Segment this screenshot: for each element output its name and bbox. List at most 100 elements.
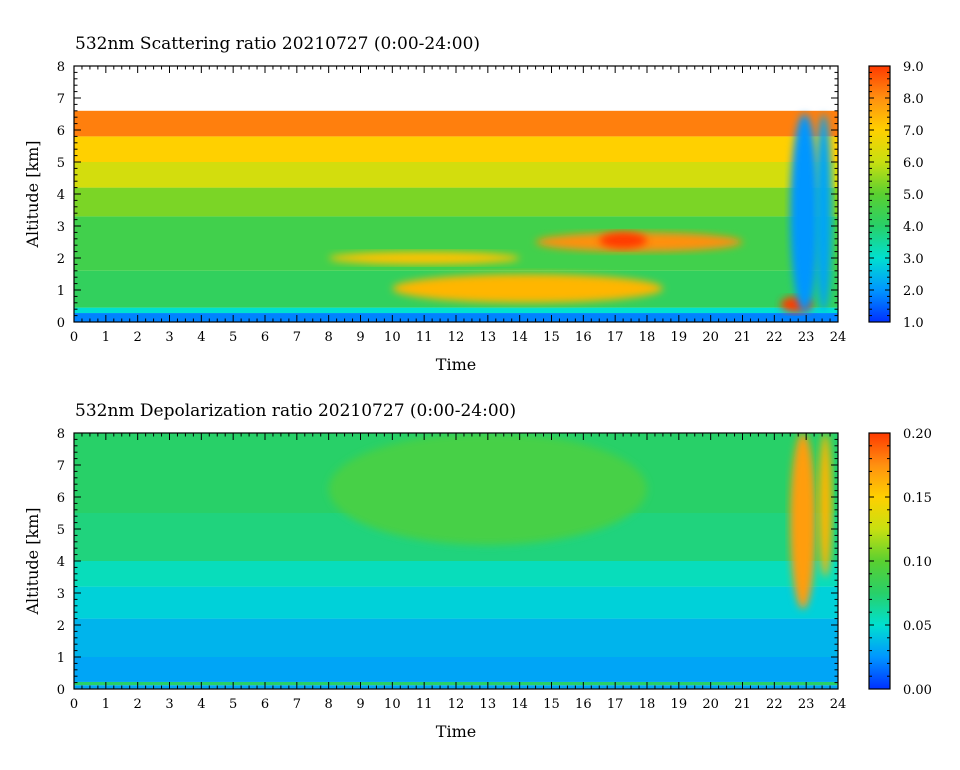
x-tick-label: 18 bbox=[639, 330, 656, 345]
y-tick-label: 3 bbox=[57, 220, 65, 235]
x-tick-label: 8 bbox=[325, 697, 333, 712]
x-tick-label: 19 bbox=[671, 330, 688, 345]
heatmap-feature bbox=[790, 433, 816, 609]
heatmap-feature bbox=[328, 433, 647, 545]
heatmap-layer bbox=[74, 187, 838, 217]
x-tick-label: 21 bbox=[734, 330, 751, 345]
colorbar-tick-label: 0.05 bbox=[903, 619, 932, 634]
heatmap-layer bbox=[74, 307, 838, 314]
heatmap-layer bbox=[74, 136, 838, 162]
x-tick-label: 11 bbox=[416, 697, 433, 712]
heatmap-feature bbox=[815, 114, 832, 313]
heatmap-plot bbox=[74, 66, 838, 322]
y-tick-label: 1 bbox=[57, 651, 65, 666]
colorbar-tick-label: 8.0 bbox=[903, 92, 924, 107]
colorbar: 0.00 0.05 0.10 0.15 0.20 bbox=[868, 427, 932, 698]
y-tick-label: 7 bbox=[57, 459, 65, 474]
colorbar-tick-label: 9.0 bbox=[903, 60, 924, 75]
x-tick-label: 3 bbox=[165, 330, 173, 345]
chart-title: 532nm Depolarization ratio 20210727 (0:0… bbox=[75, 401, 516, 421]
colorbar-tick-label: 2.0 bbox=[903, 284, 924, 299]
colorbar-tick-label: 3.0 bbox=[903, 252, 924, 267]
y-axis-label: Altitude [km] bbox=[23, 140, 42, 248]
x-tick-label: 20 bbox=[702, 330, 719, 345]
x-tick-label: 3 bbox=[165, 697, 173, 712]
x-tick-label: 16 bbox=[575, 330, 592, 345]
x-tick-label: 6 bbox=[261, 330, 269, 345]
x-tick-label: 14 bbox=[511, 697, 528, 712]
x-tick-label: 20 bbox=[702, 697, 719, 712]
y-tick-label: 2 bbox=[57, 619, 65, 634]
x-tick-label: 23 bbox=[798, 330, 815, 345]
x-tick-label: 10 bbox=[384, 330, 401, 345]
x-tick-label: 7 bbox=[293, 330, 301, 345]
x-tick-label: 17 bbox=[607, 330, 624, 345]
chart-title: 532nm Scattering ratio 20210727 (0:00-24… bbox=[75, 34, 480, 54]
heatmap-plot bbox=[74, 433, 838, 689]
x-tick-label: 0 bbox=[70, 697, 78, 712]
x-tick-label: 23 bbox=[798, 697, 815, 712]
x-tick-label: 22 bbox=[766, 330, 783, 345]
x-tick-label: 17 bbox=[607, 697, 624, 712]
colorbar-tick-label: 0.10 bbox=[903, 555, 932, 570]
y-tick-label: 6 bbox=[57, 491, 65, 506]
heatmap-feature bbox=[328, 251, 520, 265]
x-tick-label: 24 bbox=[830, 697, 847, 712]
y-tick-label: 0 bbox=[57, 683, 65, 698]
plot-axes: 0 1 2 3 4 5 6 7 8 9 10 11 12 13 14 15 16 17 18 19 20 21 22 23 24… bbox=[57, 427, 847, 712]
colorbar-tick-label: 0.20 bbox=[903, 427, 932, 442]
colorbar-tick-label: 6.0 bbox=[903, 156, 924, 171]
x-tick-label: 5 bbox=[229, 697, 237, 712]
y-tick-label: 8 bbox=[57, 427, 65, 442]
x-tick-label: 10 bbox=[384, 697, 401, 712]
colorbar-tick-label: 0.15 bbox=[903, 491, 932, 506]
x-tick-label: 1 bbox=[102, 697, 110, 712]
x-tick-label: 2 bbox=[134, 330, 142, 345]
y-tick-label: 4 bbox=[57, 555, 65, 570]
y-tick-label: 8 bbox=[57, 60, 65, 75]
panel-scattering: 532nm Scattering ratio 20210727 (0:00-24… bbox=[23, 34, 924, 374]
x-tick-label: 15 bbox=[543, 697, 560, 712]
x-tick-label: 4 bbox=[197, 697, 205, 712]
x-tick-label: 12 bbox=[448, 697, 465, 712]
x-tick-label: 15 bbox=[543, 330, 560, 345]
x-tick-label: 19 bbox=[671, 697, 688, 712]
x-tick-label: 24 bbox=[830, 330, 847, 345]
heatmap-layer bbox=[74, 162, 838, 188]
x-tick-label: 4 bbox=[197, 330, 205, 345]
colorbar-tick-label: 0.00 bbox=[903, 683, 932, 698]
heatmap-feature bbox=[392, 274, 663, 303]
heatmap-feature bbox=[818, 433, 832, 577]
colorbar-tick-label: 4.0 bbox=[903, 220, 924, 235]
colorbar-tick-label: 1.0 bbox=[903, 316, 924, 331]
y-tick-label: 3 bbox=[57, 587, 65, 602]
x-tick-label: 7 bbox=[293, 697, 301, 712]
heatmap-feature bbox=[599, 232, 647, 249]
y-tick-label: 0 bbox=[57, 316, 65, 331]
x-tick-label: 2 bbox=[134, 697, 142, 712]
heatmap-feature bbox=[790, 114, 819, 313]
x-tick-label: 14 bbox=[511, 330, 528, 345]
x-tick-label: 12 bbox=[448, 330, 465, 345]
x-tick-label: 21 bbox=[734, 697, 751, 712]
x-tick-label: 13 bbox=[480, 330, 497, 345]
colorbar-tick-label: 7.0 bbox=[903, 124, 924, 139]
y-tick-label: 4 bbox=[57, 188, 65, 203]
y-tick-label: 7 bbox=[57, 92, 65, 107]
x-tick-label: 13 bbox=[480, 697, 497, 712]
y-tick-label: 1 bbox=[57, 284, 65, 299]
x-axis-label: Time bbox=[436, 355, 476, 374]
x-tick-label: 5 bbox=[229, 330, 237, 345]
plot-axes: 0 1 2 3 4 5 6 7 8 9 10 11 12 13 14 15 16 17 18 19 20 21 22 23 24… bbox=[57, 60, 847, 345]
y-axis-label: Altitude [km] bbox=[23, 507, 42, 615]
y-tick-label: 5 bbox=[57, 523, 65, 538]
colorbar: 1.0 2.0 3.0 4.0 5.0 6.0 7.0 8.0 9.0 bbox=[868, 60, 924, 331]
x-tick-label: 16 bbox=[575, 697, 592, 712]
y-tick-label: 5 bbox=[57, 156, 65, 171]
heatmap-layer bbox=[74, 561, 838, 587]
colorbar-tick-label: 5.0 bbox=[903, 188, 924, 203]
y-tick-label: 2 bbox=[57, 252, 65, 267]
x-axis-label: Time bbox=[436, 722, 476, 741]
heatmap-layer bbox=[74, 657, 838, 682]
